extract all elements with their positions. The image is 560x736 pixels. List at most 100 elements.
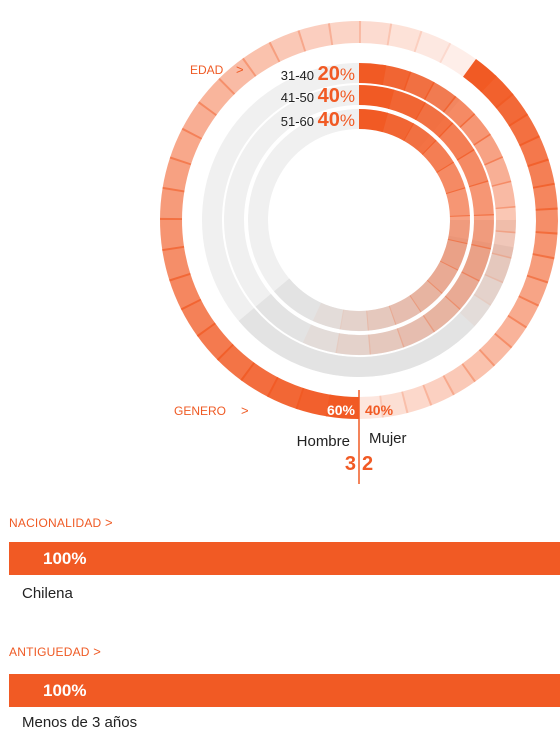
genero-mujer-arc	[508, 113, 540, 147]
genero-mujer-arc	[462, 59, 497, 93]
edad-category-text: 51-60	[281, 114, 318, 129]
edad-value-arc-41-50	[438, 122, 475, 161]
edad-value-arc-31-40	[358, 63, 387, 86]
edad-value-arc-31-40	[473, 273, 504, 306]
edad-value-arc-41-50	[335, 333, 372, 355]
edad-unit-text: %	[340, 87, 355, 106]
edad-value-arc-41-50	[456, 149, 489, 188]
genero-hombre-label: Hombre	[297, 433, 350, 450]
nacionalidad-label-text: NACIONALIDAD	[9, 516, 102, 530]
edad-category-text: 41-50	[281, 90, 318, 105]
edad-value-arc-51-60	[436, 161, 466, 195]
edad-track-dark-41-50	[255, 239, 492, 355]
genero-mujer-arc	[507, 295, 540, 329]
edad-value-arc-41-50	[387, 89, 426, 121]
edad-track-dark-31-40	[238, 243, 514, 377]
edad-value-arc-31-40	[459, 113, 491, 146]
antiguedad-label-text: ANTIGUEDAD	[9, 645, 90, 659]
edad-value-arc-31-40	[403, 71, 435, 101]
edad-arrow-icon: >	[236, 62, 244, 77]
nacionalidad-category-label: Chilena	[22, 585, 73, 602]
edad-value-arc-51-60	[403, 123, 437, 156]
antiguedad-arrow-icon: >	[93, 644, 102, 659]
genero-mujer-arc	[532, 182, 558, 211]
nacionalidad-bar-value: 100%	[43, 548, 87, 568]
genero-hombre-arc	[162, 245, 191, 282]
edad-value-arc-41-50	[414, 102, 454, 138]
genero-mujer-arc	[532, 230, 558, 260]
edad-value-arc-51-60	[381, 112, 415, 142]
edad-value-arc-51-60	[312, 302, 345, 330]
edad-unit-text: %	[340, 111, 355, 130]
edad-value-arc-41-50	[444, 271, 480, 310]
genero-hombre-arc	[196, 322, 234, 361]
edad-value-arc-31-40	[484, 156, 512, 188]
antiguedad-bar-value: 100%	[43, 680, 87, 700]
genero-mujer-arc	[526, 253, 555, 284]
antiguedad-bar: 100%	[9, 674, 560, 707]
edad-value-text: 20	[318, 63, 340, 85]
edad-value-arc-41-50	[367, 328, 405, 355]
edad-label-31-40: 31-40 20%	[281, 63, 355, 85]
edad-value-arc-51-60	[426, 260, 459, 294]
genero-hombre-arc	[218, 57, 257, 95]
edad-value-arc-51-60	[409, 279, 443, 313]
genero-mujer-arc	[535, 207, 558, 235]
edad-value-arc-51-60	[447, 215, 470, 245]
genero-hombre-arc	[386, 23, 423, 53]
genero-hombre-count: 3	[345, 453, 356, 475]
genero-arrow-icon: >	[241, 403, 249, 418]
genero-hombre-arc	[297, 23, 334, 52]
edad-value-arc-51-60	[358, 109, 389, 133]
genero-hombre-arc	[180, 298, 216, 337]
edad-value-arc-51-60	[445, 187, 470, 218]
edad-value-arc-31-40	[491, 180, 516, 210]
edad-value-arc-41-50	[422, 295, 461, 333]
genero-hombre-arc	[160, 217, 185, 252]
edad-section-label: EDAD	[190, 63, 224, 77]
genero-hombre-arc	[327, 21, 362, 46]
edad-value-arc-31-40	[381, 65, 412, 91]
edad-track-dark-51-60	[273, 235, 469, 331]
edad-category-text: 31-40	[281, 68, 318, 83]
edad-value-arc-51-60	[339, 309, 369, 331]
edad-value-arc-41-50	[358, 85, 395, 110]
edad-value-arc-31-40	[495, 205, 517, 234]
genero-hombre-arc	[266, 376, 305, 410]
genero-mujer-arc	[478, 332, 513, 367]
genero-hombre-arc	[240, 361, 279, 398]
antiguedad-section-label: ANTIGUEDAD >	[9, 644, 101, 659]
genero-mujer-arc	[494, 314, 528, 349]
edad-value-arc-41-50	[468, 180, 494, 217]
edad-value-arc-41-50	[396, 314, 436, 348]
genero-hombre-arc	[216, 343, 256, 381]
edad-value-text: 40	[318, 109, 340, 131]
nacionalidad-section-label: NACIONALIDAD >	[9, 515, 113, 530]
genero-hombre-arc	[169, 127, 203, 166]
genero-hombre-percent: 60%	[327, 402, 356, 418]
edad-value-arc-51-60	[388, 295, 422, 325]
antiguedad-category-label: Menos de 3 años	[22, 714, 138, 731]
nacionalidad-bar: 100%	[9, 542, 560, 575]
genero-hombre-arc	[413, 30, 452, 64]
genero-hombre-arc	[268, 30, 307, 63]
genero-mujer-arc	[461, 348, 496, 383]
edad-label-41-50: 41-50 40%	[281, 85, 355, 107]
edad-value-arc-31-40	[484, 252, 512, 284]
genero-mujer-arc	[401, 384, 433, 414]
edad-value-arc-31-40	[491, 230, 516, 259]
genero-hombre-arc	[358, 21, 393, 46]
genero-hombre-arc	[160, 186, 185, 221]
edad-value-arc-51-60	[365, 305, 397, 331]
genero-mujer-label: Mujer	[369, 430, 407, 447]
genero-hombre-arc	[242, 41, 281, 77]
genero-hombre-arc	[295, 387, 332, 417]
genero-mujer-arc	[519, 135, 549, 168]
genero-mujer-arc	[480, 74, 514, 109]
genero-mujer-count: 2	[362, 453, 373, 475]
edad-value-arc-51-60	[439, 238, 468, 271]
edad-value-arc-41-50	[471, 213, 494, 250]
edad-value-text: 40	[318, 85, 340, 107]
edad-value-arc-41-50	[302, 324, 341, 354]
edad-value-arc-31-40	[442, 95, 476, 129]
